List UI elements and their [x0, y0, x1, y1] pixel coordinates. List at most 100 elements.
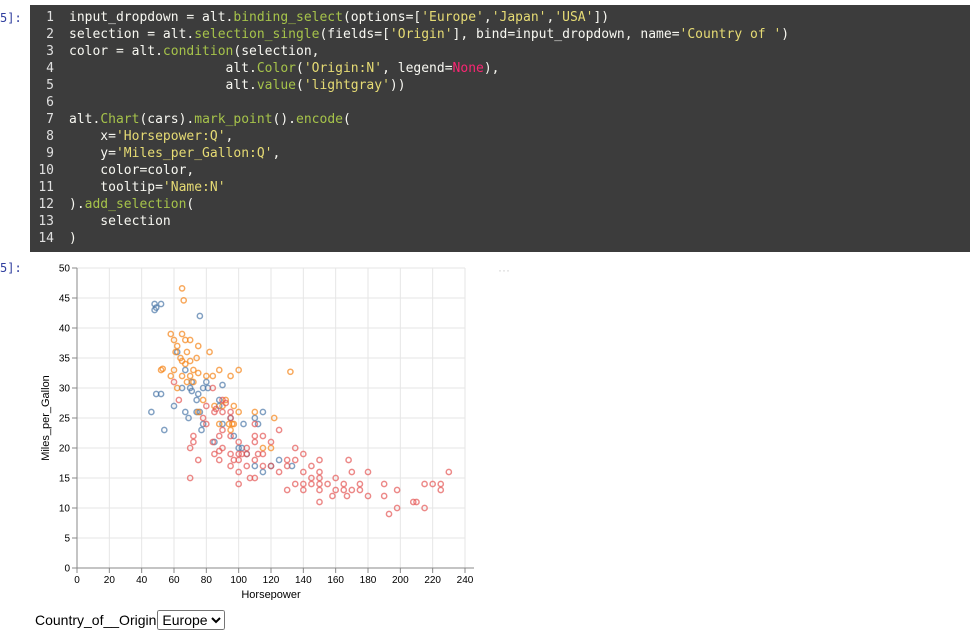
code-token: color=color, [69, 163, 195, 178]
code-token: ( [186, 197, 195, 212]
point [173, 342, 181, 350]
point [267, 462, 275, 470]
point [259, 462, 267, 470]
code-token: )) [389, 78, 406, 93]
point [356, 480, 364, 488]
line-number: 9 [46, 146, 54, 161]
code-token: binding_select [233, 10, 343, 25]
point [380, 480, 388, 488]
point [238, 450, 246, 458]
point [227, 414, 234, 422]
code-token: ), [483, 61, 500, 76]
point [445, 468, 453, 476]
code-token: alt. [69, 61, 257, 76]
point [151, 300, 158, 308]
code-text: ) [69, 230, 77, 247]
y-tick-label: 20 [59, 444, 71, 455]
point [215, 420, 223, 428]
point [291, 456, 299, 464]
point [348, 468, 356, 476]
point [413, 498, 420, 506]
code-token: Color [256, 61, 296, 76]
code-line: 10 color=color, [30, 162, 970, 179]
point [185, 414, 192, 422]
code-token: (selection, [233, 44, 320, 59]
point [178, 357, 186, 365]
x-tick-label: 20 [104, 575, 116, 586]
point [190, 438, 197, 446]
code-text: alt.value('lightgray')) [69, 77, 406, 94]
y-tick-label: 35 [59, 354, 71, 365]
point [157, 300, 165, 308]
point [437, 486, 445, 494]
point [316, 468, 323, 476]
code-token: ) [69, 231, 77, 246]
code-text: alt.Chart(cars).mark_point().encode( [69, 111, 351, 128]
y-tick-label: 40 [59, 324, 71, 335]
output-prompt: 5]: [0, 261, 22, 275]
code-line: 2 selection = alt.selection_single(fields… [30, 26, 970, 43]
point [299, 480, 307, 488]
code-token: , [546, 10, 555, 25]
code-token: ( [295, 78, 304, 93]
point [429, 480, 437, 488]
code-token: 'lightgray' [303, 78, 390, 93]
point [167, 330, 175, 338]
x-tick-label: 40 [136, 575, 148, 586]
point [251, 414, 259, 422]
code-token: 'Origin' [389, 27, 453, 42]
point [196, 312, 204, 320]
dropdown[interactable]: Europe [157, 610, 226, 630]
point [170, 402, 178, 410]
point [186, 372, 194, 380]
code-token: add_selection [84, 197, 187, 212]
point [193, 396, 200, 404]
dropdown-control: Country_of__Origin Europe [35, 610, 226, 630]
code-token: alt. [69, 78, 257, 93]
point [385, 510, 393, 518]
point [332, 474, 340, 482]
point [202, 402, 210, 410]
code-line: 3 color = alt.condition(selection, [30, 43, 970, 60]
dropdown-label: Country_of__Origin [35, 612, 157, 628]
code-token: alt. [69, 112, 101, 127]
line-number: 14 [38, 231, 54, 246]
point [267, 444, 275, 452]
line-number: 1 [46, 10, 54, 25]
point [170, 378, 178, 386]
point [186, 474, 194, 482]
actions-menu[interactable]: ··· [498, 263, 510, 277]
code-token: , legend= [382, 61, 453, 76]
point [228, 420, 236, 428]
code-cell[interactable]: 1 input_dropdown = alt.binding_select(opt… [30, 5, 970, 252]
point [222, 396, 230, 404]
point [235, 480, 243, 488]
code-line: 5 alt.value('lightgray')) [30, 77, 970, 94]
point [283, 462, 291, 470]
code-token: ], bind=input_dropdown, name= [452, 27, 680, 42]
point [230, 402, 238, 410]
code-token: , [272, 146, 281, 161]
point [219, 420, 226, 428]
code-text: color=color, [69, 162, 194, 179]
line-number: 7 [46, 112, 54, 127]
code-token: , [483, 10, 492, 25]
code-token: selection [69, 214, 171, 229]
point [227, 462, 234, 470]
point [170, 366, 178, 374]
x-tick-label: 240 [457, 575, 474, 586]
point [316, 474, 323, 482]
point [209, 372, 217, 380]
point [181, 366, 189, 374]
point [308, 474, 315, 482]
code-text: y='Miles_per_Gallon:Q', [69, 145, 280, 162]
code-token: selection = alt. [69, 27, 195, 42]
code-token: (options=[ [342, 10, 422, 25]
code-token: , [225, 129, 234, 144]
point [246, 474, 254, 482]
point [202, 378, 210, 386]
point [190, 366, 197, 374]
line-number: 10 [38, 163, 54, 178]
point [222, 399, 230, 407]
point [172, 348, 179, 356]
